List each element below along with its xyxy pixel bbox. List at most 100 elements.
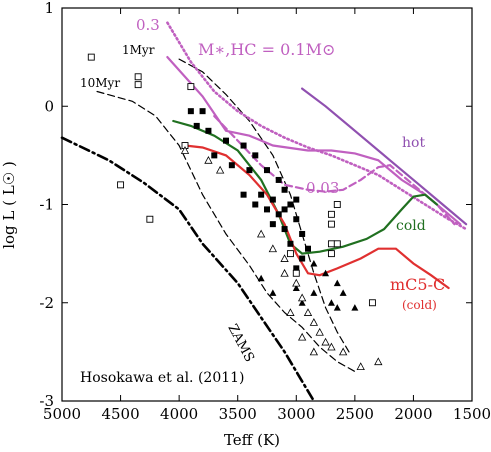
annotation-credit: Hosokawa et al. (2011) xyxy=(80,370,245,386)
point-filled-triangle xyxy=(257,274,265,282)
annotation-zams: ZAMS xyxy=(224,322,256,365)
point-filled-square xyxy=(205,127,212,134)
points-group xyxy=(87,53,383,371)
series-m_dashed_003 xyxy=(213,115,456,226)
point-open-square xyxy=(117,181,125,189)
x-tick-label: 1500 xyxy=(453,405,491,423)
y-tick-label: 1 xyxy=(44,0,54,17)
point-filled-square xyxy=(193,122,200,129)
point-open-triangle xyxy=(256,229,266,238)
point-filled-square xyxy=(240,191,247,198)
x-tick-label: 4000 xyxy=(160,405,198,423)
point-filled-square xyxy=(293,196,300,203)
series-group xyxy=(60,21,468,403)
point-open-square xyxy=(327,210,335,218)
point-open-square xyxy=(286,250,294,258)
plot-frame xyxy=(61,7,473,402)
annotation-0-3: 0.3 xyxy=(136,16,160,34)
annotation-cold: cold xyxy=(396,218,426,234)
point-filled-square xyxy=(264,167,270,174)
point-open-square xyxy=(146,215,154,223)
annotation-1myr: 1Myr xyxy=(122,43,155,57)
point-filled-square xyxy=(299,230,306,237)
point-filled-triangle xyxy=(269,289,277,296)
point-filled-square xyxy=(269,196,276,203)
point-open-square xyxy=(368,299,376,307)
point-filled-square xyxy=(293,216,300,223)
point-open-triangle xyxy=(204,155,213,164)
point-open-triangle xyxy=(297,293,307,302)
point-filled-square xyxy=(299,255,306,262)
point-open-square xyxy=(134,81,142,89)
y-tick-label: 0 xyxy=(44,97,54,115)
point-open-triangle xyxy=(303,308,313,316)
point-filled-square xyxy=(252,201,259,208)
point-open-square xyxy=(333,240,341,248)
point-open-square xyxy=(327,250,335,258)
y-tick-label: -3 xyxy=(39,392,54,410)
point-filled-square xyxy=(269,221,276,228)
point-filled-square xyxy=(305,245,311,252)
point-open-triangle xyxy=(327,342,336,351)
point-open-triangle xyxy=(268,244,278,253)
point-filled-square xyxy=(246,167,253,174)
annotation-mc5c-sub: (cold) xyxy=(402,298,437,312)
point-open-triangle xyxy=(286,308,295,316)
point-filled-triangle xyxy=(322,269,330,277)
point-filled-square xyxy=(240,142,247,149)
x-tick-label: 3500 xyxy=(219,405,257,423)
point-filled-square xyxy=(211,152,218,159)
point-open-square xyxy=(87,53,95,61)
point-open-square xyxy=(187,83,195,91)
point-open-triangle xyxy=(315,327,324,336)
point-filled-square xyxy=(228,162,235,169)
axis-ticks: 5000 4500 4000 3500 3000 2500 2000 1500 1 0 -1 -2 -3 xyxy=(39,0,491,423)
x-tick-label: 4500 xyxy=(101,405,139,423)
point-filled-square xyxy=(223,137,229,144)
point-filled-square xyxy=(275,211,282,218)
point-filled-triangle xyxy=(333,304,341,311)
point-filled-triangle xyxy=(310,289,318,296)
point-filled-triangle xyxy=(333,279,341,287)
point-open-square xyxy=(134,73,142,81)
point-filled-triangle xyxy=(327,299,335,306)
y-tick-label: -2 xyxy=(39,294,54,312)
series-m_dotted_03 xyxy=(166,21,468,231)
point-filled-square xyxy=(258,191,265,198)
y-axis-title: log L ( L☉ ) xyxy=(0,161,18,249)
point-open-triangle xyxy=(292,278,301,287)
point-open-triangle xyxy=(309,318,319,326)
point-filled-triangle xyxy=(292,284,300,292)
x-axis-title: Teff (K) xyxy=(224,431,280,449)
point-filled-square xyxy=(187,108,194,115)
point-filled-square xyxy=(199,108,206,115)
point-filled-square xyxy=(275,176,282,183)
series-hot_purple xyxy=(301,87,468,226)
point-filled-square xyxy=(293,265,300,272)
point-filled-triangle xyxy=(351,304,359,311)
point-open-triangle xyxy=(180,146,190,154)
point-open-square xyxy=(327,240,335,248)
point-filled-square xyxy=(252,152,259,159)
point-filled-triangle xyxy=(310,259,318,267)
annotation-hot: hot xyxy=(402,135,425,151)
point-filled-square xyxy=(264,206,270,213)
point-filled-triangle xyxy=(339,289,347,296)
point-open-triangle xyxy=(321,337,330,346)
x-tick-label: 2500 xyxy=(336,405,374,423)
point-open-square xyxy=(292,269,300,277)
point-open-triangle xyxy=(309,347,319,356)
point-open-triangle xyxy=(297,332,307,341)
point-open-triangle xyxy=(280,254,289,262)
point-open-triangle xyxy=(356,362,365,371)
x-tick-label: 3000 xyxy=(277,405,315,423)
point-open-triangle xyxy=(215,165,225,174)
point-filled-triangle xyxy=(298,299,306,306)
annotation-0-03: 0.03 xyxy=(306,179,339,197)
point-filled-square xyxy=(281,186,288,193)
point-filled-square xyxy=(287,240,294,247)
point-open-triangle xyxy=(280,268,289,277)
point-open-triangle xyxy=(338,347,348,356)
point-filled-square xyxy=(287,201,294,208)
